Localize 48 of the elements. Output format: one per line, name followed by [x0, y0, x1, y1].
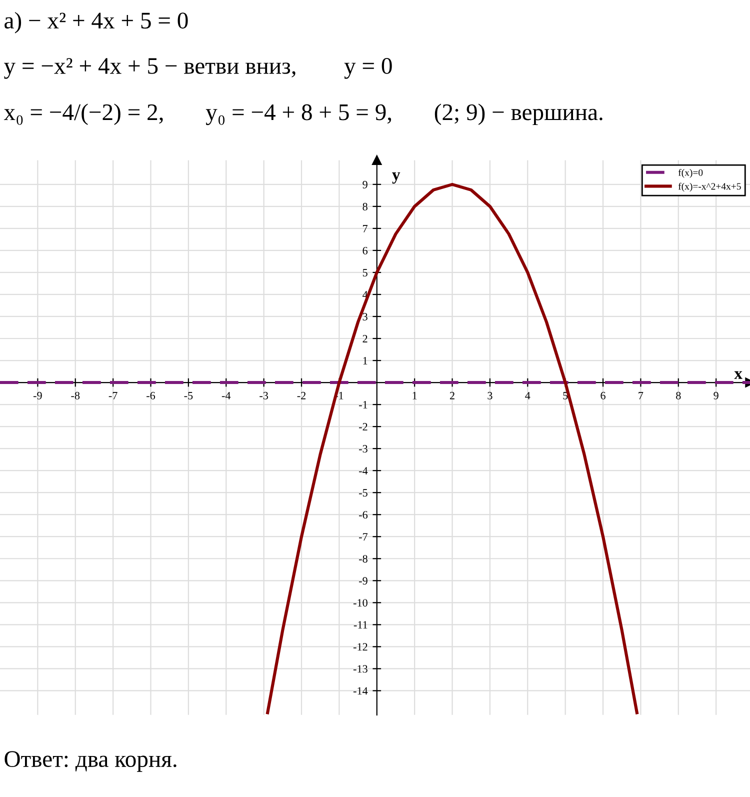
- chart-title: а) − x² + 4x + 5 = 0: [4, 12, 188, 34]
- x-tick-label: -9: [33, 392, 42, 400]
- y-tick-label: 8: [362, 202, 368, 210]
- y-tick-label: -2: [359, 423, 368, 430]
- x-axis-title: x: [734, 371, 742, 379]
- x-tick-label: 8: [676, 392, 681, 400]
- legend-label: f(x)=0: [678, 168, 703, 178]
- x-tick-label: -7: [108, 392, 118, 400]
- x-tick-label: 7: [638, 392, 644, 400]
- y-tick-label: 5: [362, 269, 368, 276]
- x-tick-label: -8: [71, 392, 80, 400]
- text: Ответ: два корня.: [4, 751, 176, 772]
- y-tick-label: -1: [359, 401, 368, 408]
- x-tick-label: -3: [260, 392, 268, 400]
- x-tick-label: -5: [184, 392, 193, 400]
- y-tick-label: -7: [359, 533, 368, 540]
- line-series: [266, 182, 638, 714]
- y-tick-label: -3: [359, 445, 368, 453]
- x-tick-label: 4: [525, 392, 530, 400]
- y-tick-label: 7: [363, 225, 368, 232]
- x-tick-label: -6: [146, 392, 156, 400]
- y-tick-label: -13: [353, 665, 368, 673]
- x-tick-label: -4: [222, 392, 231, 400]
- y-tick-label: 6: [362, 246, 368, 254]
- y-tick-label: 9: [362, 180, 368, 188]
- y-tick-label: 3: [362, 312, 368, 320]
- x-tick-label: -2: [297, 392, 306, 400]
- y-tick-label: -14: [353, 687, 368, 695]
- y-axis-title: y: [392, 172, 400, 184]
- legend-label: f(x)=-x^2+4x+5: [678, 182, 741, 192]
- x-tick-label: 2: [450, 392, 454, 400]
- y-tick-label: -12: [353, 643, 368, 651]
- y-tick-label: 1: [363, 357, 368, 364]
- y-tick-label: -9: [359, 577, 368, 585]
- x-tick-label: 1: [412, 392, 417, 400]
- x-tick-label: 5: [563, 392, 568, 400]
- y-tick-label: -11: [354, 621, 368, 629]
- x-tick-label: 3: [488, 392, 492, 400]
- chart-subtitle: y = −x² + 4x + 5 − ветви вниз, y = 0: [4, 58, 392, 79]
- y-tick-label: -4: [359, 467, 368, 474]
- x-tick-label: 9: [714, 392, 718, 400]
- y-tick-label: -10: [353, 599, 368, 607]
- y-tick-label: -6: [359, 511, 368, 519]
- y-tick-label: -8: [359, 555, 368, 563]
- y-tick-label: 2: [362, 334, 368, 342]
- x-tick-label: 6: [600, 392, 606, 400]
- text: x₀ = −4/(−2) = 2, y₀ = −4 + 8 + 5 = 9, (2; 9) − вершина.: [4, 104, 602, 126]
- y-tick-label: -5: [359, 489, 368, 497]
